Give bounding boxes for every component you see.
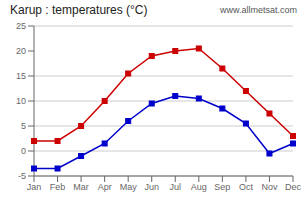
svg-text:5: 5 (21, 121, 26, 131)
svg-text:Dec: Dec (285, 182, 302, 192)
svg-text:Nov: Nov (261, 182, 278, 192)
svg-text:Mar: Mar (73, 182, 89, 192)
svg-text:May: May (120, 182, 138, 192)
svg-text:0: 0 (21, 146, 26, 156)
svg-text:10: 10 (16, 96, 26, 106)
html-text:Karup : temperatures (°C): Karup : temperatures (°C) (10, 3, 148, 17)
svg-text:20: 20 (16, 46, 26, 56)
svg-text:Jun: Jun (144, 182, 159, 192)
svg-text:25: 25 (16, 21, 26, 31)
svg-text:Jan: Jan (27, 182, 42, 192)
svg-text:Sep: Sep (214, 182, 230, 192)
svg-text:15: 15 (16, 71, 26, 81)
html-text:www.allmetsat.com: www.allmetsat.com (220, 5, 297, 15)
svg-text:Oct: Oct (239, 182, 254, 192)
svg-text:-5: -5 (18, 171, 26, 181)
svg-text:Apr: Apr (98, 182, 112, 192)
svg-text:Feb: Feb (50, 182, 66, 192)
svg-text:Aug: Aug (191, 182, 207, 192)
svg-text:Jul: Jul (170, 182, 182, 192)
